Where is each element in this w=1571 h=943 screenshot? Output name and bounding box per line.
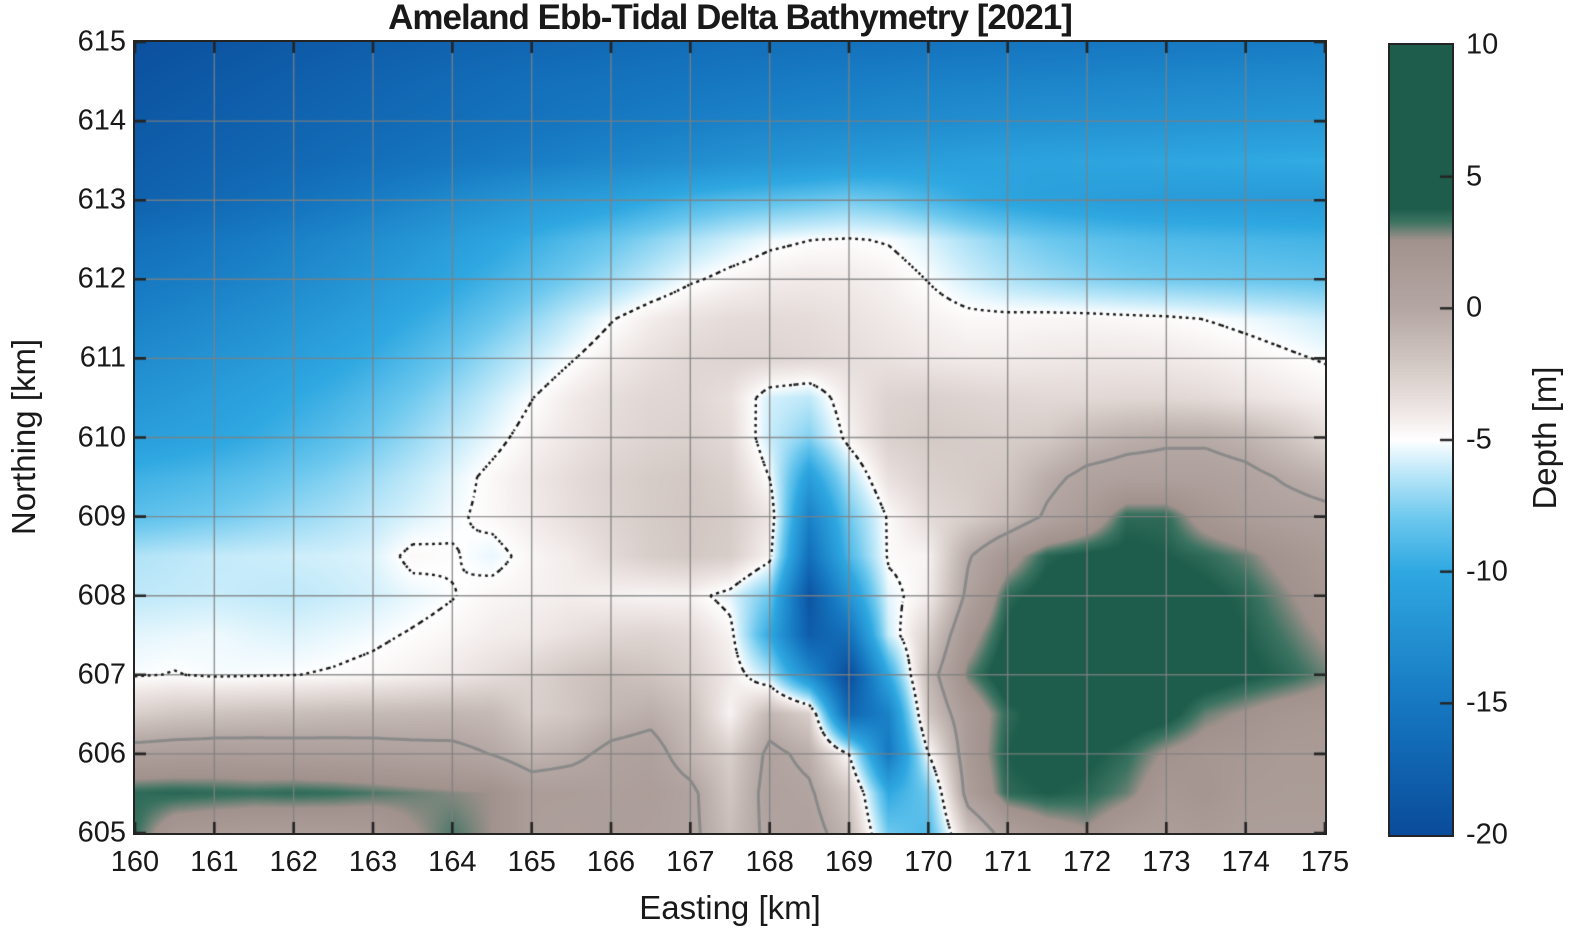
x-tick-label: 166: [586, 846, 636, 878]
x-tick-label: 169: [824, 846, 874, 878]
colorbar: [1388, 43, 1454, 837]
y-axis-label: Northing [km]: [5, 338, 42, 536]
y-tick-label: 608: [77, 579, 126, 612]
x-tick-label: 173: [1142, 846, 1191, 878]
x-tick-label: 170: [904, 846, 953, 878]
y-tick-label: 609: [77, 500, 126, 533]
colorbar-tick-label: -20: [1466, 818, 1508, 851]
y-tick-label: 615: [77, 25, 126, 58]
x-axis-label: Easting [km]: [639, 889, 821, 926]
colorbar-tick-label: -15: [1466, 686, 1508, 719]
y-tick-label: 610: [77, 421, 126, 453]
y-tick-label: 611: [79, 341, 126, 374]
y-tick-label: 606: [77, 737, 126, 770]
colorbar-tick-label: 0: [1466, 291, 1483, 324]
x-tick-label: 168: [745, 846, 794, 878]
x-tick-label: 163: [348, 846, 398, 878]
y-tick-label: 613: [77, 183, 126, 216]
x-tick-label: 175: [1300, 846, 1350, 878]
y-tick-label: 605: [77, 816, 126, 849]
x-tick-label: 164: [428, 846, 477, 878]
x-tick-label: 171: [983, 846, 1032, 878]
colorbar-canvas: [1390, 45, 1452, 835]
x-tick-label: 172: [1062, 846, 1112, 878]
colorbar-tick-label: 5: [1466, 160, 1483, 193]
x-tick-label: 162: [269, 846, 318, 878]
y-tick-label: 612: [77, 262, 126, 295]
colorbar-tick-label: -10: [1466, 555, 1508, 588]
x-tick-label: 174: [1221, 846, 1270, 878]
colorbar-tick-label: 10: [1466, 28, 1499, 61]
y-tick-label: 614: [77, 104, 126, 137]
x-tick-label: 161: [190, 846, 239, 878]
colorbar-tick-label: -5: [1466, 423, 1492, 456]
plot-area: [133, 40, 1327, 835]
y-tick-label: 607: [77, 658, 126, 691]
x-tick-label: 165: [507, 846, 556, 878]
colorbar-label: Depth [m]: [1526, 366, 1563, 510]
x-tick-label: 160: [110, 846, 160, 878]
x-tick-label: 167: [666, 846, 715, 878]
chart-title: Ameland Ebb-Tidal Delta Bathymetry [2021…: [388, 0, 1073, 37]
bathymetry-heatmap-canvas: [135, 42, 1325, 833]
